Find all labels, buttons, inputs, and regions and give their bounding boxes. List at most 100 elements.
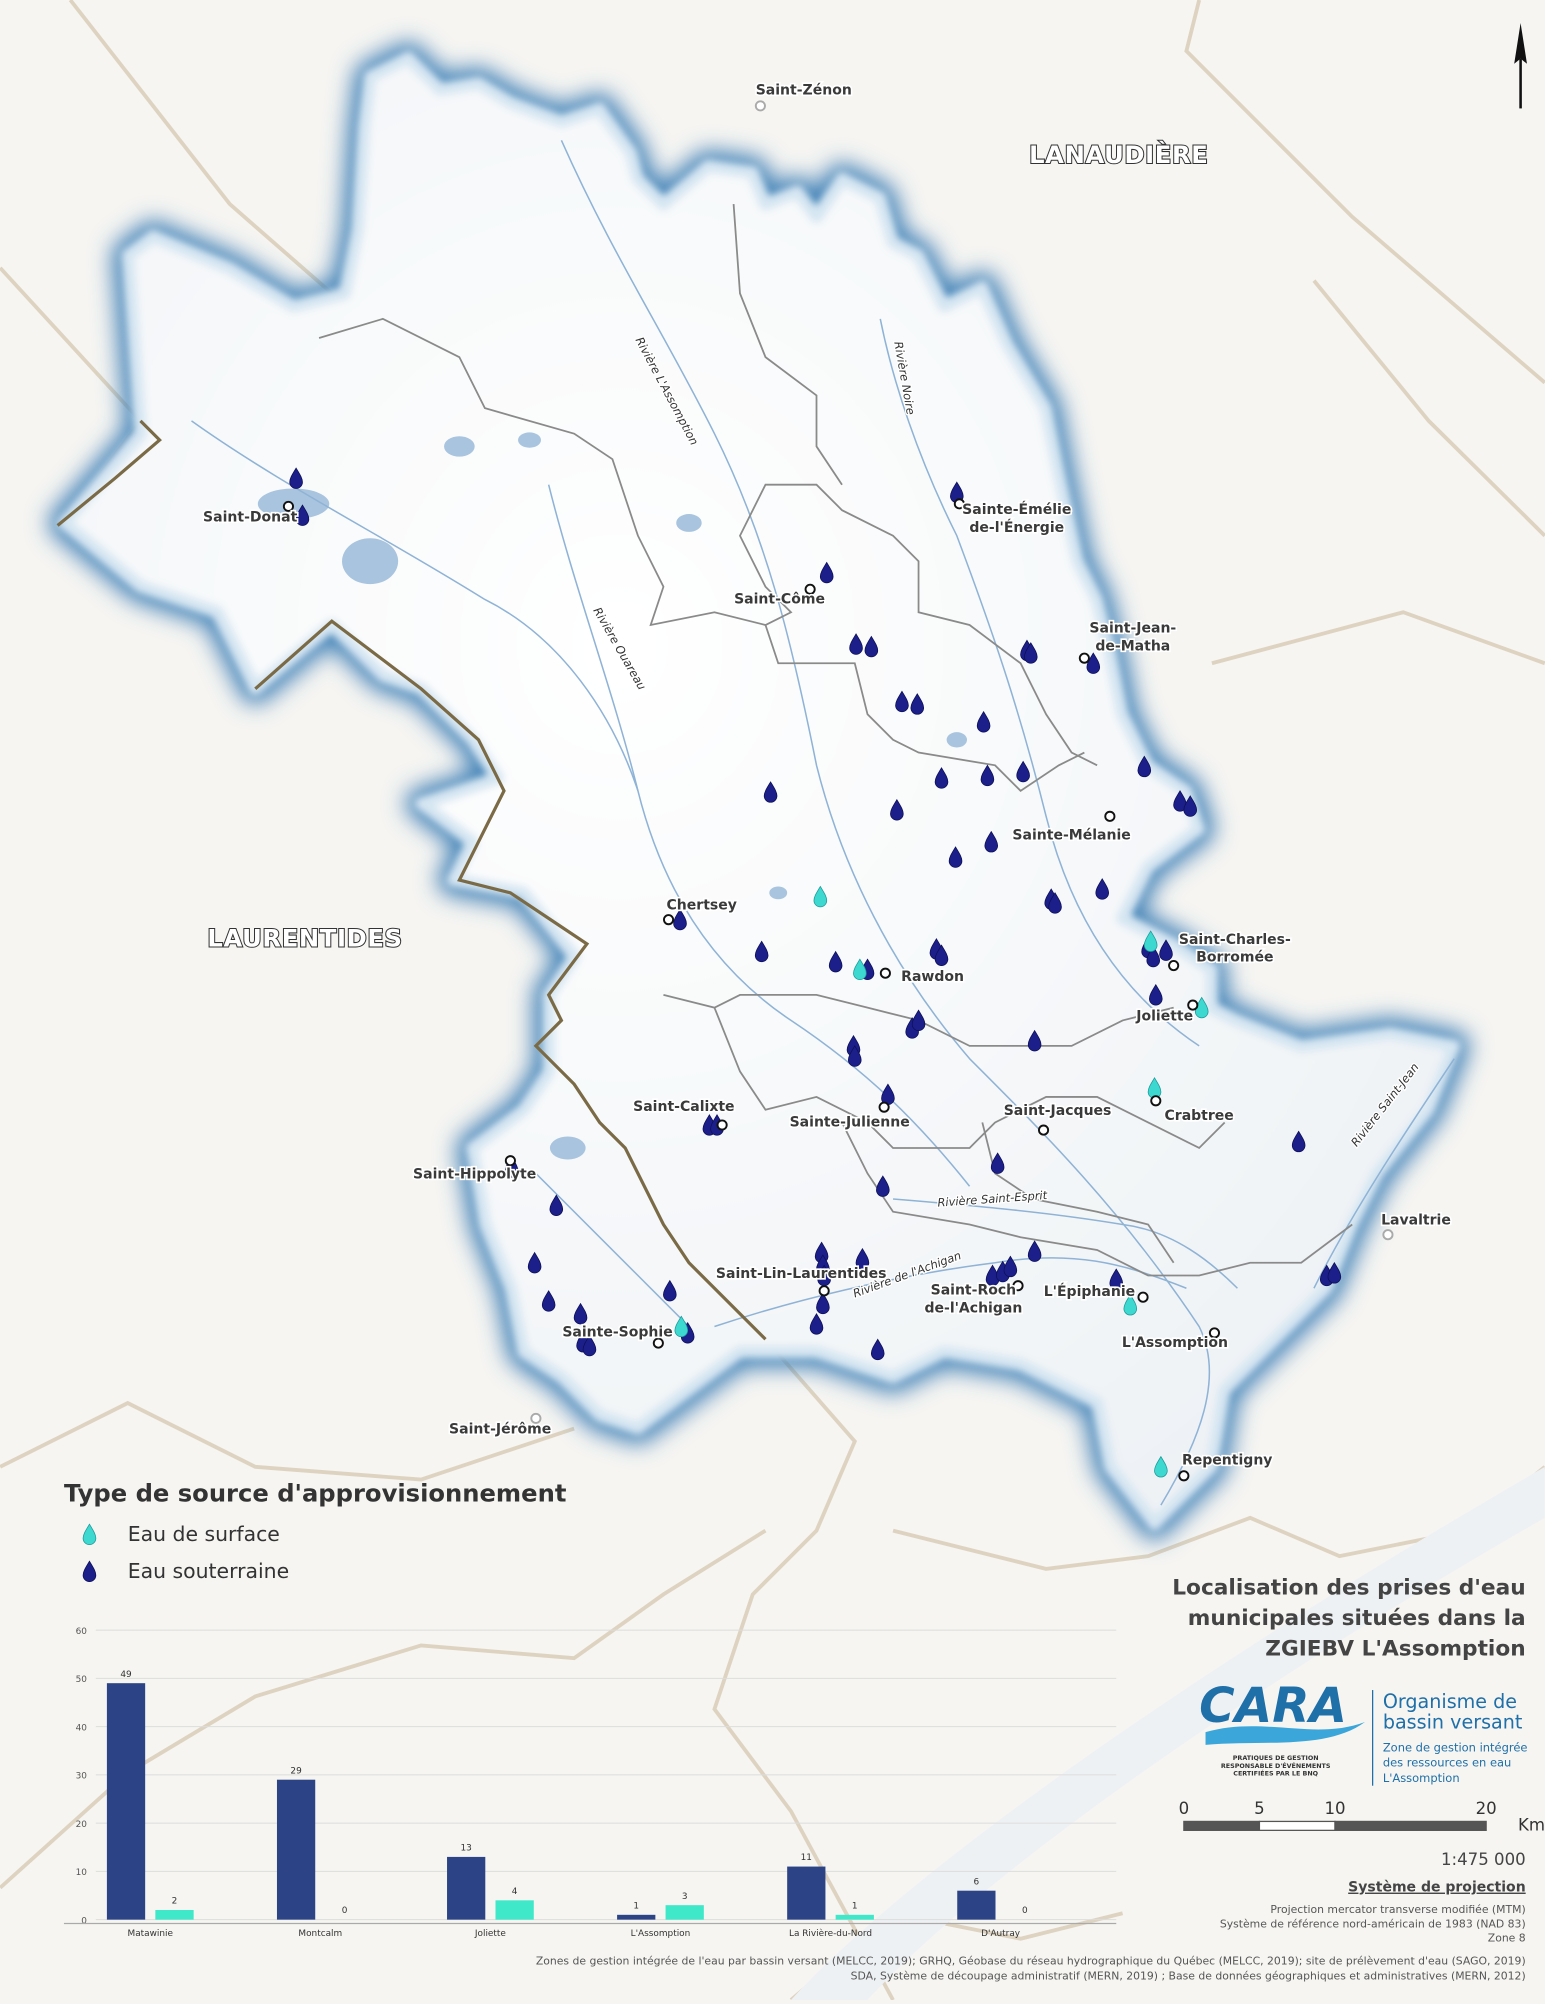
- place-marker: [1187, 999, 1199, 1011]
- region-boundary: [254, 619, 767, 1341]
- logo-certification: RESPONSABLE D'ÉVÉNEMENTS: [1221, 1761, 1331, 1770]
- place-label: Saint-Jean-: [1089, 621, 1176, 637]
- place-marker: [1150, 1095, 1162, 1107]
- water-intake: [876, 1175, 890, 1197]
- place-label: Lavaltrie: [1381, 1212, 1451, 1228]
- value-label: 1: [852, 1901, 858, 1911]
- rivers: [191, 139, 1455, 1506]
- place-marker: [1137, 1291, 1149, 1303]
- logo-zone: Zone de gestion intégrée: [1383, 1740, 1528, 1754]
- water-intake: [1123, 1293, 1138, 1316]
- subwatershed-boundaries: [318, 204, 1353, 1277]
- water-intake: [1154, 1455, 1168, 1478]
- bar: [447, 1856, 486, 1920]
- place-label: Saint-Jérôme: [449, 1422, 551, 1438]
- bar: [495, 1900, 534, 1920]
- place-label: de-l'Énergie: [969, 518, 1064, 536]
- place-marker: [818, 1285, 830, 1297]
- y-tick-label: 20: [76, 1820, 88, 1830]
- water-intake: [289, 467, 303, 489]
- river-saint-laurent: [790, 1466, 1545, 2000]
- logo-wave: [1205, 1721, 1365, 1745]
- place-label: Saint-Côme: [734, 591, 825, 607]
- y-tick-label: 30: [76, 1772, 88, 1782]
- logo-zone: L'Assomption: [1383, 1771, 1460, 1785]
- water-intake: [855, 1247, 870, 1270]
- water-intake: [816, 1292, 830, 1315]
- water-intake: [504, 1156, 519, 1178]
- place-label: Repentigny: [1182, 1452, 1272, 1468]
- water-intake: [1327, 1262, 1342, 1284]
- legend-title: Type de source d'approvisionnement: [64, 1479, 567, 1507]
- water-intake: [673, 908, 687, 931]
- water-intake: [573, 1302, 588, 1325]
- place-marker: [1078, 652, 1090, 664]
- place-label: Borromée: [1196, 950, 1273, 966]
- water-intake: [1003, 1255, 1018, 1278]
- water-intake: [870, 1338, 885, 1361]
- place-label: Saint-Hippolyte: [413, 1167, 536, 1183]
- scale-ratio: 1:475 000: [1441, 1850, 1526, 1869]
- place-marker: [1037, 1124, 1050, 1136]
- value-label: 2: [172, 1897, 178, 1907]
- legend-label: Eau de surface: [128, 1522, 280, 1546]
- place-label: Saint-Charles-: [1179, 932, 1291, 948]
- logo-certification: CERTIFIÉES PAR LE BNQ: [1233, 1769, 1318, 1778]
- scale-segment: [1258, 1820, 1336, 1831]
- water-intake: [1183, 795, 1197, 817]
- water-intake: [809, 1313, 824, 1335]
- lakes: [257, 432, 968, 1160]
- water-intake: [948, 846, 963, 868]
- water-intake: [1173, 790, 1187, 812]
- place-marker: [1168, 960, 1180, 972]
- bar: [665, 1905, 704, 1920]
- water-intake: [853, 958, 867, 980]
- region-boundary: [56, 419, 162, 527]
- water-intake: [980, 764, 995, 787]
- water-intake: [990, 1152, 1005, 1174]
- value-label: 49: [120, 1670, 132, 1680]
- logo-zone: des ressources en eau: [1383, 1756, 1511, 1770]
- place-marker: [1104, 810, 1116, 822]
- place-label: Sainte-Sophie: [562, 1325, 672, 1341]
- bar: [155, 1909, 194, 1920]
- water-intake: [849, 633, 863, 655]
- water-intake: [813, 885, 828, 908]
- place-marker: [652, 1337, 664, 1349]
- bar: [835, 1914, 874, 1920]
- scale-tick-label: 20: [1476, 1799, 1497, 1818]
- value-label: 0: [1022, 1906, 1028, 1916]
- place-label: Rawdon: [901, 969, 964, 985]
- bar: [957, 1890, 996, 1920]
- logo-org: Organisme de: [1383, 1690, 1517, 1713]
- x-tick-label: Montcalm: [298, 1929, 342, 1939]
- water-intake: [848, 1045, 862, 1067]
- water-intake: [910, 693, 925, 715]
- logo-org: bassin versant: [1383, 1710, 1523, 1733]
- x-tick-label: La Rivière-du-Nord: [789, 1928, 872, 1939]
- projection-line: Projection mercator transverse modifiée …: [1270, 1903, 1525, 1916]
- water-intake: [754, 940, 769, 963]
- water-intake: [1048, 892, 1062, 914]
- place-label: Joliette: [1135, 1008, 1193, 1024]
- place-label: Saint-Lin-Laurentides: [716, 1266, 887, 1282]
- place-marker: [504, 1155, 516, 1167]
- region-label: LANAUDIÈRE: [1029, 140, 1208, 169]
- water-intake: [819, 561, 834, 584]
- projection-line: Système de référence nord-américain de 1…: [1220, 1917, 1526, 1930]
- title-line: Localisation des prises d'eau: [1172, 1575, 1525, 1600]
- logo: CARA PRATIQUES DE GESTION RESPONSABLE D'…: [1199, 1678, 1527, 1786]
- water-intake: [1146, 945, 1161, 968]
- watershed: [57, 51, 1461, 1531]
- water-intake: [1291, 1130, 1306, 1153]
- scale-tick-label: 5: [1254, 1799, 1265, 1818]
- logo-certification: PRATIQUES DE GESTION: [1233, 1754, 1319, 1762]
- water-intake: [911, 1009, 926, 1031]
- place-label: L'Assomption: [1122, 1335, 1228, 1351]
- title-line: ZGIEBV L'Assomption: [1265, 1637, 1525, 1662]
- water-intake: [541, 1290, 556, 1312]
- scale-segment: [1183, 1820, 1261, 1831]
- value-label: 11: [801, 1853, 812, 1863]
